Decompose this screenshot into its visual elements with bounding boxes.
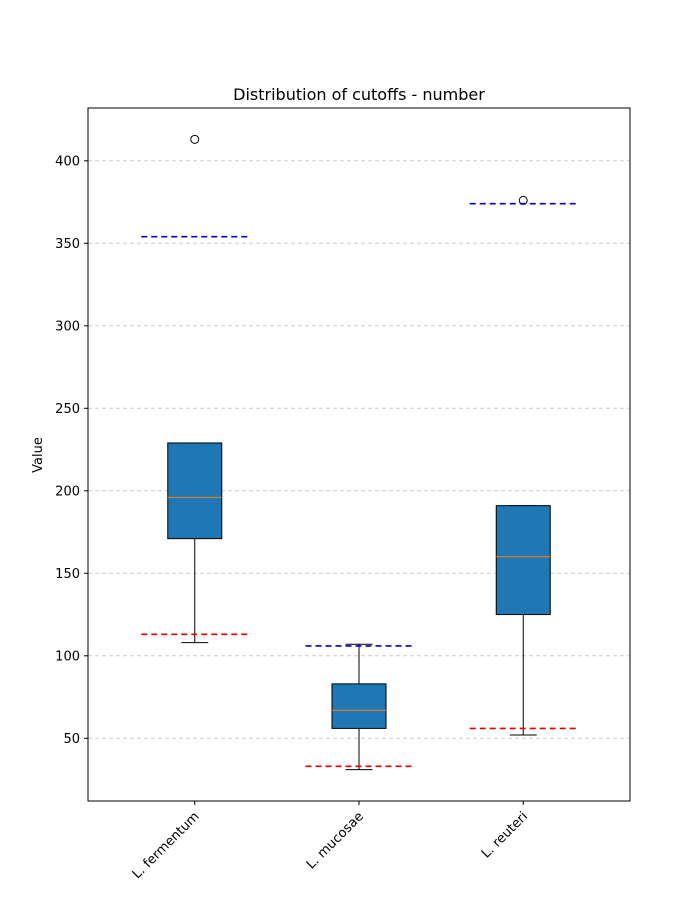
x-tick-label: L. fermentum (130, 809, 203, 882)
y-axis-label: Value (31, 437, 46, 473)
box-iqr (495, 505, 551, 616)
y-tick-label: 100 (55, 649, 80, 664)
y-tick-label: 150 (55, 567, 80, 582)
chart-title: Distribution of cutoffs - number (233, 85, 485, 104)
x-tick-label: L. mucosae (304, 809, 367, 872)
y-tick-label: 350 (55, 237, 80, 252)
outlier-point (190, 134, 200, 144)
y-tick-label: 50 (63, 732, 80, 747)
axes: 50 100 150 200 250 300 350 400 L. fermentum L. mu… (55, 154, 531, 882)
box-iqr (167, 442, 223, 540)
box-iqr (331, 683, 387, 729)
y-tick-label: 300 (55, 319, 80, 334)
y-tick-label: 250 (55, 402, 80, 417)
y-tick-label: 200 (55, 484, 80, 499)
plot-marks (141, 134, 577, 771)
y-tick-label: 400 (55, 154, 80, 169)
x-tick-label: L. reuteri (479, 809, 531, 861)
